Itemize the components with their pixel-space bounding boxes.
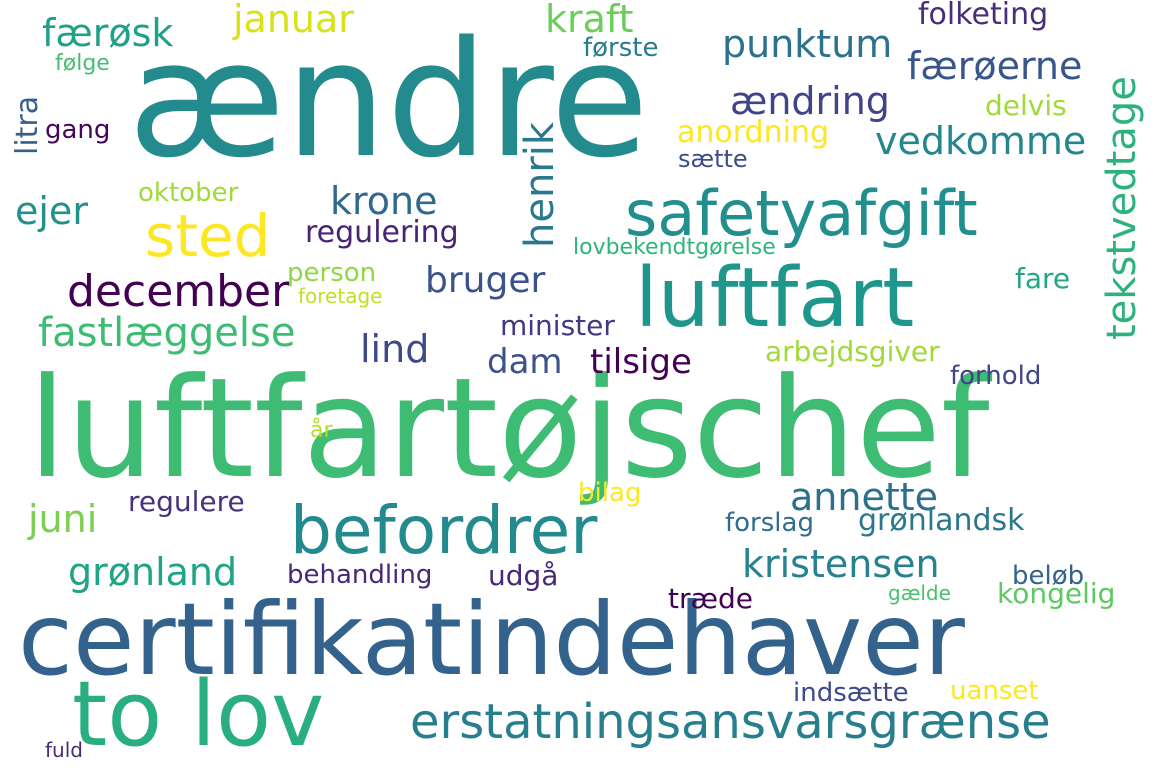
word-gronlandsk: grønlandsk: [858, 503, 1025, 538]
word-lind: lind: [360, 327, 430, 371]
word-ejer: ejer: [15, 189, 88, 233]
word-safetyafgift: safetyafgift: [625, 177, 978, 250]
word-litra: litra: [10, 95, 45, 155]
word-punktum: punktum: [722, 22, 893, 66]
word-regulering: regulering: [305, 215, 459, 250]
word-fare: fare: [1015, 262, 1071, 295]
word-forhold: forhold: [950, 361, 1042, 391]
word-lovbekendtgorelse: lovbekendtgørelse: [573, 235, 776, 260]
word-forslag: forslag: [725, 508, 814, 538]
word-annette: annette: [790, 475, 939, 519]
word-regulere: regulere: [128, 485, 245, 518]
word-gang: gang: [45, 115, 111, 145]
word-indsaette: indsætte: [793, 678, 909, 708]
word-arbejdsgiver: arbejdsgiver: [765, 335, 940, 368]
word-certifikatindehaver: certifikatindehaver: [18, 581, 965, 698]
word-kraft: kraft: [545, 0, 634, 41]
word-vedkomme: vedkomme: [875, 119, 1087, 163]
word-kristensen: kristensen: [742, 542, 940, 586]
word-delvis: delvis: [985, 89, 1067, 122]
word-faerosk: færøsk: [42, 11, 174, 55]
word-december: december: [67, 266, 290, 317]
word-kongelig: kongelig: [997, 577, 1116, 610]
word-anordning: anordning: [677, 115, 830, 150]
word-krone: krone: [330, 179, 438, 223]
word-behandling: behandling: [287, 560, 433, 590]
word-faeroerne: færøerne: [907, 44, 1083, 88]
word-uanset: uanset: [950, 676, 1039, 706]
word-bruger: bruger: [425, 260, 546, 301]
word-bilag: bilag: [578, 478, 642, 508]
word-luftfartojschef: luftfartøjschef: [28, 348, 990, 509]
word-aendring: ændring: [730, 79, 890, 123]
word-luftfart: luftfart: [635, 251, 915, 346]
word-folketing: folketing: [918, 0, 1049, 32]
word-oktober: oktober: [138, 178, 239, 208]
word-person: person: [287, 258, 377, 288]
word-gronland: grønland: [68, 550, 238, 594]
word-udgaa: udgå: [488, 559, 559, 592]
word-belob: beløb: [1012, 561, 1085, 591]
word-fastlaeggelse: fastlæggelse: [38, 310, 296, 356]
word-aendre: ændre: [128, 6, 649, 193]
word-erstatningsansvarsgraense: erstatningsansvarsgrænse: [410, 694, 1051, 750]
word-tekstvedtage: tekstvedtage: [1099, 76, 1145, 340]
word-dam: dam: [487, 342, 563, 382]
word-to-lov: to lov: [72, 662, 325, 767]
word-forste: første: [583, 33, 659, 63]
word-folge: følge: [55, 51, 110, 76]
word-juni: juni: [28, 497, 98, 541]
word-befordrer: befordrer: [290, 492, 598, 569]
word-saette: sætte: [678, 145, 748, 173]
word-fuld: fuld: [45, 738, 83, 762]
word-henrik: henrik: [517, 121, 563, 248]
word-traede: træde: [668, 582, 753, 615]
word-foretage: foretage: [298, 284, 383, 308]
word-sted: sted: [145, 202, 271, 270]
word-tilsige: tilsige: [590, 342, 692, 382]
word-aar: år: [310, 418, 333, 443]
word-gaelde: gælde: [888, 581, 951, 605]
word-januar: januar: [233, 0, 354, 41]
word-minister: minister: [500, 309, 615, 342]
